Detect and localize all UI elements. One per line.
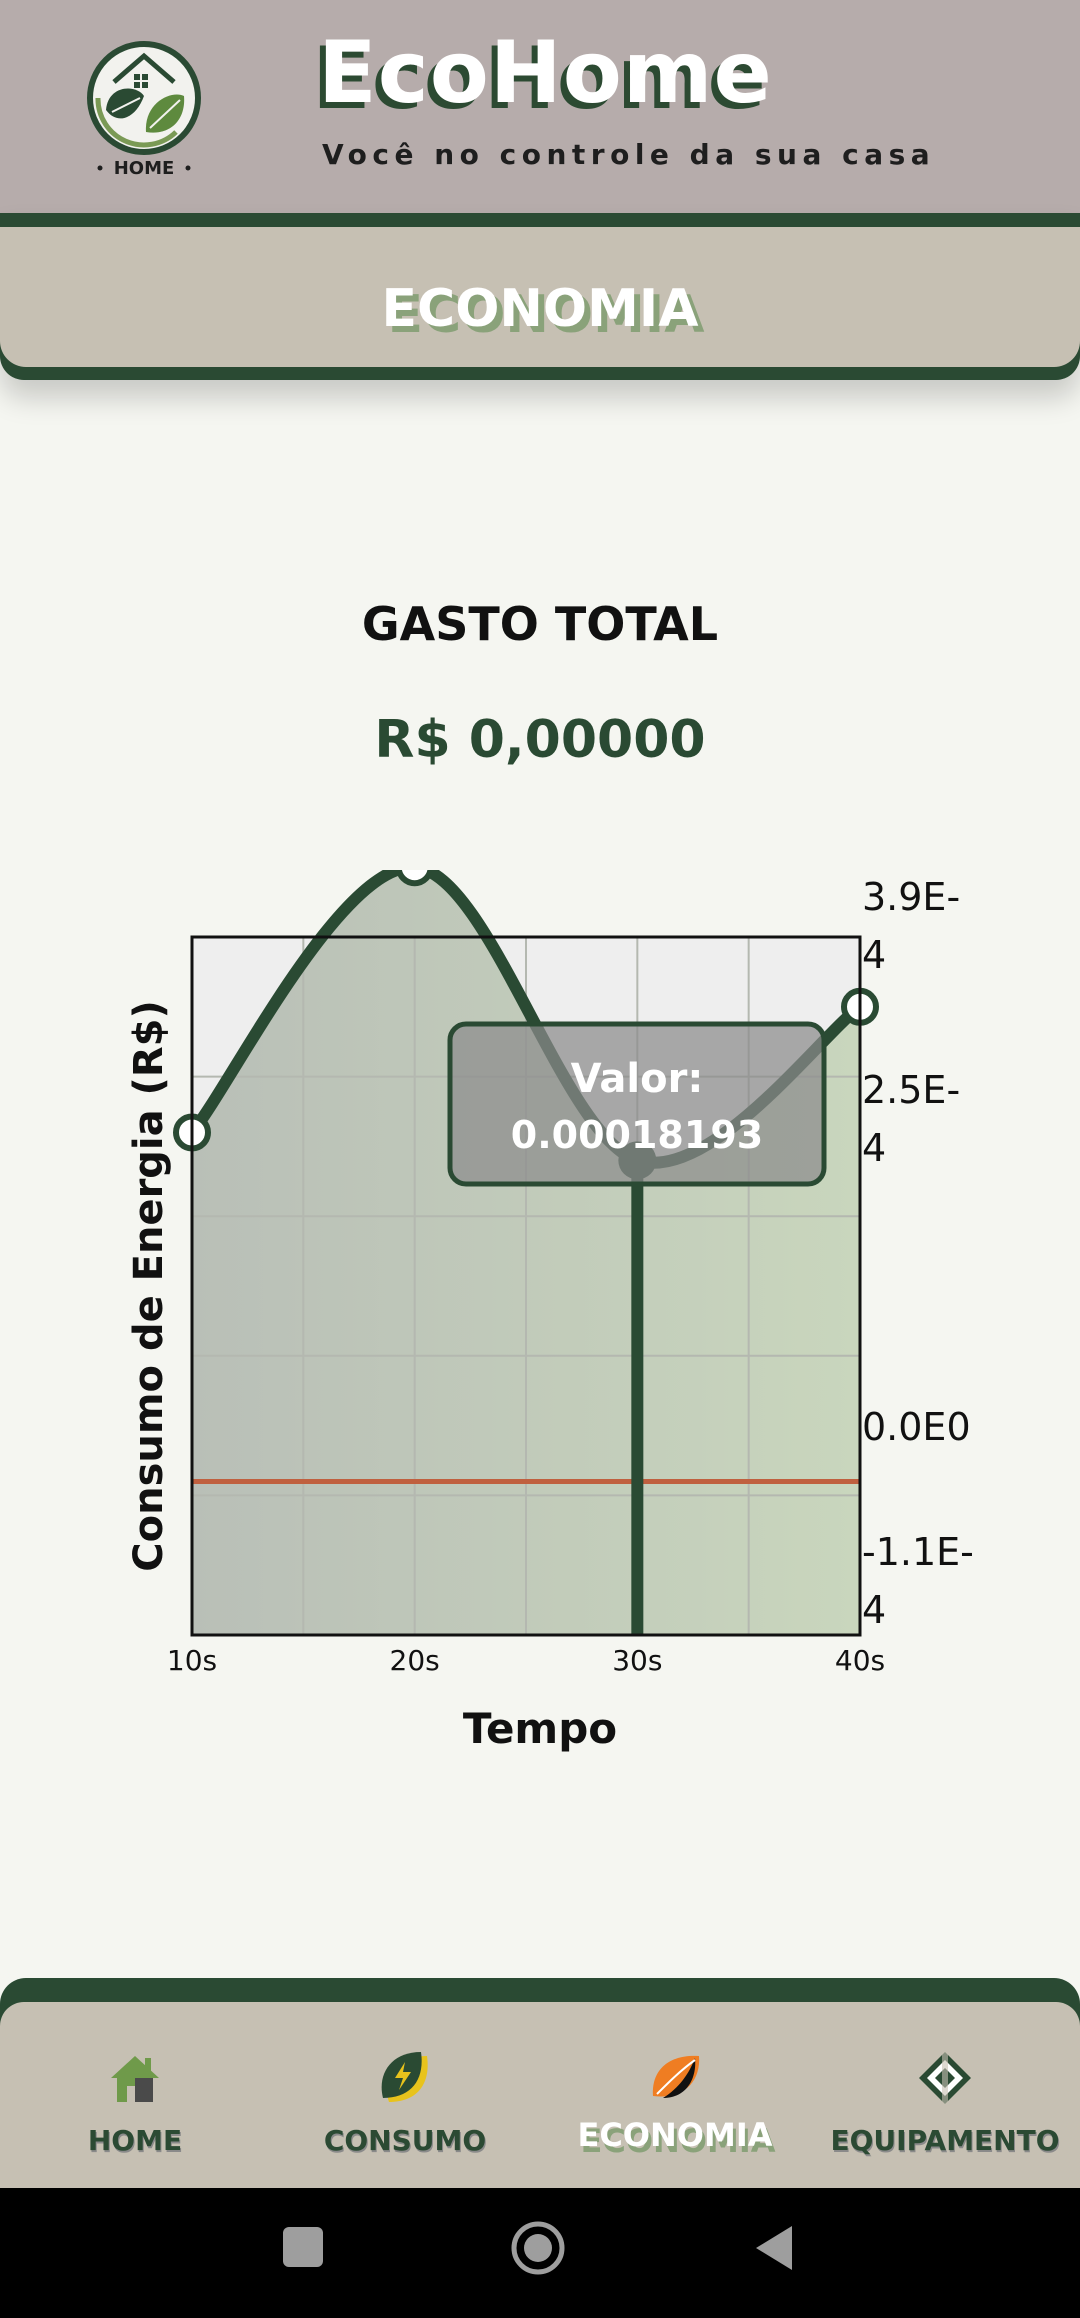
nav-item-equipamento[interactable]: EQUIPAMENTO (810, 2024, 1080, 2164)
system-nav-bar (0, 2188, 1080, 2318)
house-icon (111, 2056, 159, 2102)
y-tick-label: 3.9E-4 (862, 875, 960, 977)
tooltip-box (447, 1021, 827, 1187)
recent-apps-icon[interactable] (282, 2226, 324, 2268)
back-triangle-icon[interactable] (754, 2224, 794, 2272)
logo-text: HOME (114, 158, 175, 179)
y-axis-label: Consumo de Energia (R$) (126, 1000, 172, 1571)
app-subtitle: Você no controle da sua casa (322, 138, 936, 171)
nav-item-economia[interactable]: ECONOMIA (540, 2024, 810, 2164)
y-tick-label: 0.0E0 (862, 1405, 971, 1449)
nav-item-home[interactable]: HOME (0, 2024, 270, 2164)
nav-label-economia: ECONOMIA (577, 2116, 773, 2154)
section-title: ECONOMIA (381, 279, 699, 339)
data-point[interactable] (395, 870, 434, 887)
section-bar: ECONOMIA (0, 213, 1080, 380)
nav-label-home: HOME (87, 2124, 183, 2157)
nav-item-consumo[interactable]: CONSUMO (270, 2024, 540, 2164)
x-tick-label: 10s (167, 1644, 217, 1677)
total-spend-value: R$ 0,00000 (374, 710, 706, 770)
equipment-icon (919, 2050, 971, 2106)
lightning-leaf-icon (381, 2052, 428, 2102)
tooltip-title: Valor: (571, 1056, 704, 1102)
bottom-nav-inner: HOME CONSUMO ECONOMIA (0, 2002, 1080, 2188)
x-tick-label: 30s (612, 1644, 662, 1677)
x-axis-label: Tempo (463, 1704, 617, 1753)
y-tick-label: -1.1E-4 (862, 1530, 974, 1632)
consumption-chart[interactable]: Valor: 0.00018193 3.9E-4 2.5E-4 0.0E0 -1.1E-4… (0, 870, 1080, 1770)
plot-border (190, 935, 862, 1637)
nav-label-equipamento: EQUIPAMENTO (830, 2124, 1060, 2157)
app-title: EcoHome (318, 23, 773, 123)
tooltip-value: 0.00018193 (511, 1113, 763, 1157)
app-header: HOME EcoHome Você no controle da sua cas… (0, 0, 1080, 213)
y-tick-label: 2.5E-4 (862, 1068, 960, 1170)
bottom-nav: HOME CONSUMO ECONOMIA (0, 1978, 1080, 2188)
nav-label-consumo: CONSUMO (323, 2124, 487, 2157)
ecohome-logo: HOME (87, 41, 201, 179)
total-spend-label: GASTO TOTAL (361, 597, 719, 651)
x-tick-label: 40s (835, 1644, 885, 1677)
leaf-icon (652, 2055, 700, 2098)
home-circle-icon[interactable] (510, 2220, 566, 2276)
x-tick-label: 20s (390, 1644, 440, 1677)
section-inner: ECONOMIA (0, 227, 1080, 367)
